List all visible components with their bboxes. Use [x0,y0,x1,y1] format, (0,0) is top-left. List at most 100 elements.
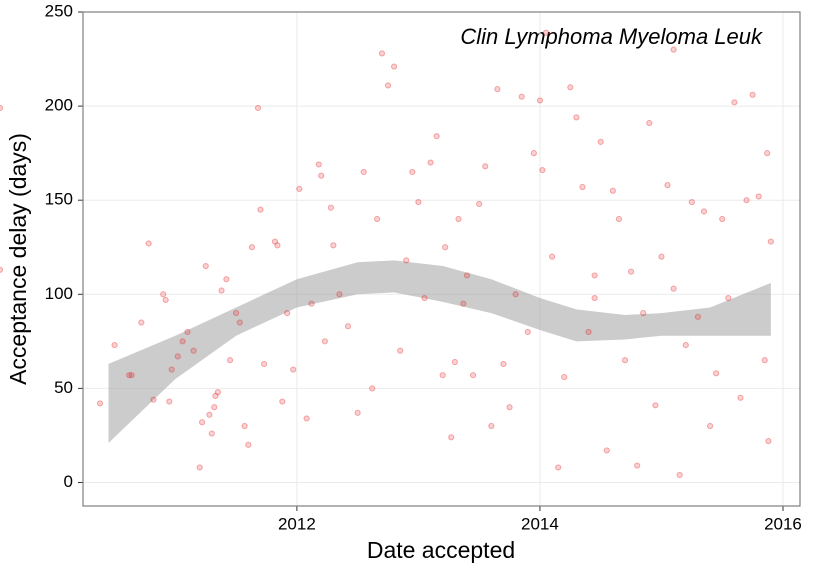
point [202,262,209,270]
point [442,244,449,251]
point [138,319,145,326]
point [206,411,213,418]
point [670,46,677,53]
point [621,357,629,364]
point [706,422,714,430]
point [96,400,104,407]
x-tick-label: 2014 [521,514,559,533]
point [303,415,310,422]
point [315,161,322,168]
point [162,296,169,304]
point [500,360,507,368]
point [561,373,568,381]
point [694,313,702,320]
point [573,114,580,121]
point [482,163,489,170]
point [542,29,550,36]
point [597,138,604,145]
point [179,338,186,345]
point [682,341,689,349]
point [0,104,4,112]
point [274,242,281,249]
point [469,372,477,379]
point [524,328,531,336]
point [421,294,428,302]
point [166,398,173,405]
point [296,185,303,192]
point [279,398,286,405]
point [603,447,610,454]
point [634,462,641,469]
plot-border [82,11,801,507]
point [150,396,157,403]
x-axis-title: Date accepted [367,537,515,563]
point [451,358,458,366]
point [488,422,495,430]
point [725,294,732,302]
point [236,319,243,326]
point [737,394,744,401]
y-tick-label: 0 [64,472,73,491]
point [344,323,352,330]
point [111,341,118,349]
point [223,276,230,283]
point [494,86,501,93]
point [609,187,616,194]
point [145,240,152,247]
point [536,97,544,104]
point [743,197,750,204]
point [354,409,361,416]
point [688,198,695,206]
point [765,437,772,445]
point [512,291,519,298]
point [198,419,206,426]
point [403,257,410,264]
point [627,268,635,275]
point [208,430,215,437]
point [321,338,328,345]
point [245,441,252,448]
point [433,133,440,140]
point [539,166,546,174]
point [260,360,268,368]
point [397,347,404,354]
point [308,300,315,307]
x-tick-label: 2016 [764,514,802,533]
point [318,172,325,179]
y-tick-label: 200 [45,96,73,115]
point [719,215,726,223]
point [548,253,556,260]
point [615,215,623,223]
point [290,366,297,373]
point [174,353,181,360]
y-tick-label: 100 [45,284,73,303]
point [214,389,221,396]
y-tick-label: 250 [45,1,73,20]
point [427,159,434,166]
point [658,253,665,260]
point [184,328,191,336]
point [700,208,708,215]
point [652,402,659,409]
annotation: Clin Lymphoma Myeloma Leuk [460,24,763,49]
point [415,198,422,206]
point [749,91,756,98]
point [448,434,455,441]
point [676,471,683,479]
point [360,168,367,176]
point [330,242,337,249]
point [384,82,392,89]
point [241,422,248,430]
point [439,372,446,379]
point [212,392,219,400]
point [126,372,133,379]
point [506,404,513,411]
point [369,385,376,392]
point [248,244,256,251]
point [128,372,135,379]
point [761,357,768,364]
point [0,266,4,273]
point [455,215,462,223]
point [646,119,653,127]
